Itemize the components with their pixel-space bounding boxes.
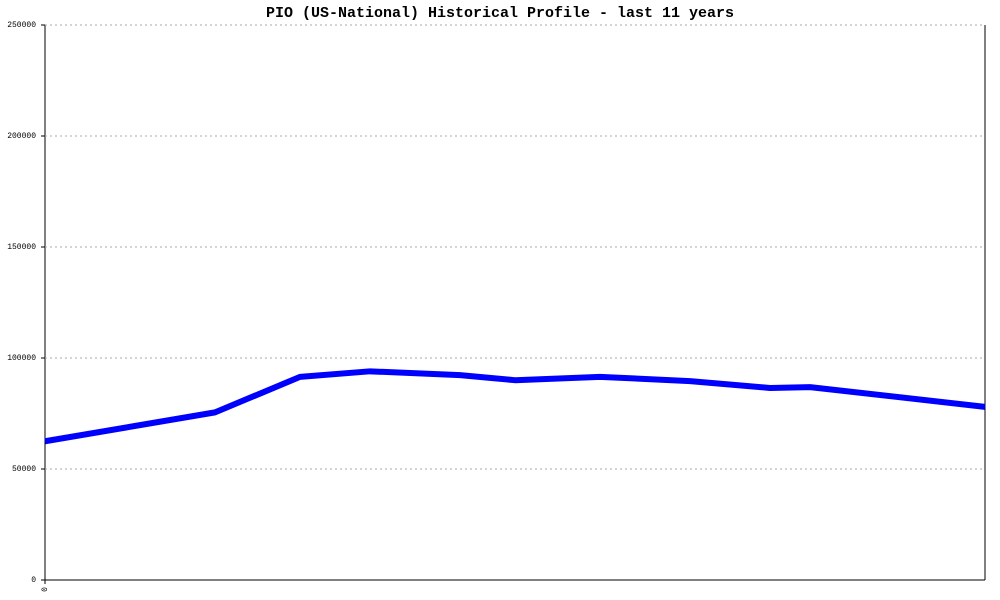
y-tick-label: 150000 bbox=[7, 243, 36, 252]
chart-title: PIO (US-National) Historical Profile - l… bbox=[266, 5, 734, 22]
line bbox=[44, 368, 986, 445]
y-tick-label: 100000 bbox=[7, 354, 36, 363]
y-tick-label: 50000 bbox=[12, 465, 36, 474]
y-tick-label: 0 bbox=[31, 576, 36, 585]
x-tick-label: 0 bbox=[41, 587, 50, 592]
y-tick-label: 250000 bbox=[7, 21, 36, 30]
y-tick-label: 200000 bbox=[7, 132, 36, 141]
